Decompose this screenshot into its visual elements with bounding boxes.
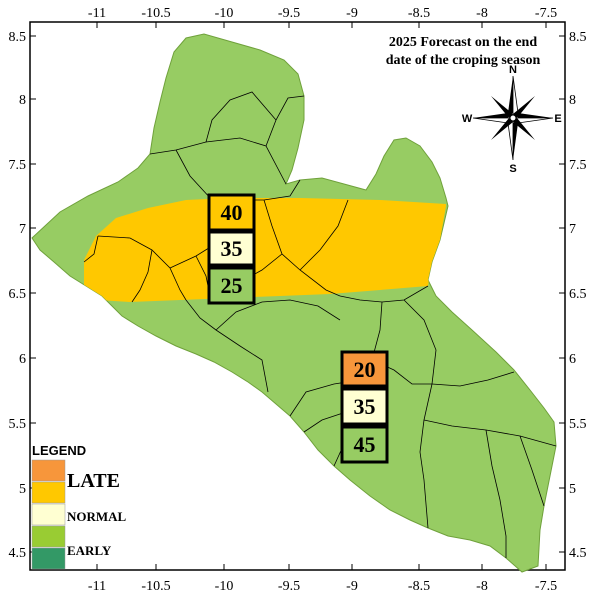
y-tick-label: 5 xyxy=(19,482,26,497)
legend-label-late: LATE xyxy=(67,470,120,492)
country-early-fill xyxy=(31,33,557,573)
normal-probability: 35 xyxy=(221,236,243,261)
x-tick-label: -8.5 xyxy=(408,6,430,21)
x-tick-label: -7.5 xyxy=(535,6,557,21)
legend-swatch-normal xyxy=(31,503,66,526)
map-frame xyxy=(29,21,566,571)
compass-north: N xyxy=(509,64,517,76)
early-probability: 45 xyxy=(354,432,376,457)
title-line-2: date of the croping season xyxy=(386,53,541,68)
x-tick-label: -8 xyxy=(476,579,488,594)
y-tick-label: 8 xyxy=(19,93,26,108)
liberia-map xyxy=(31,33,557,573)
forecast-box-southeast: 20 35 45 xyxy=(340,350,389,464)
x-axis-top: -11 -10.5 -10 -9.5 -9 -8.5 -8 -7.5 xyxy=(88,6,557,21)
late-probability: 40 xyxy=(221,200,243,225)
x-axis-bottom: -11 -10.5 -10 -9.5 -9 -8.5 -8 -7.5 xyxy=(88,579,557,594)
legend-swatch-late xyxy=(31,481,66,504)
x-tick-label: -8 xyxy=(476,6,488,21)
y-tick-label: 4.5 xyxy=(569,546,587,561)
y-tick-label: 8 xyxy=(569,93,576,108)
y-tick-label: 4.5 xyxy=(9,546,27,561)
x-tick-label: -11 xyxy=(88,579,106,594)
y-axis-left: 8.5 8 7.5 7 6.5 6 5.5 5 4.5 xyxy=(9,30,27,561)
y-tick-label: 5.5 xyxy=(9,417,27,432)
y-tick-label: 7 xyxy=(19,222,26,237)
x-tick-label: -10.5 xyxy=(141,579,170,594)
normal-probability: 35 xyxy=(354,394,376,419)
y-tick-label: 5.5 xyxy=(569,417,587,432)
y-tick-label: 6 xyxy=(569,352,576,367)
x-tick-label: -11 xyxy=(88,6,106,21)
late-probability: 20 xyxy=(354,357,376,382)
y-tick-label: 8.5 xyxy=(9,30,27,45)
late-probability-cell xyxy=(340,350,389,388)
y-tick-label: 5 xyxy=(569,482,576,497)
legend-swatch xyxy=(31,459,66,482)
legend-swatch xyxy=(31,547,66,570)
x-tick-label: -10 xyxy=(215,6,234,21)
legend-label-normal: NORMAL xyxy=(67,509,127,524)
x-tick-label: -10.5 xyxy=(141,6,170,21)
normal-probability-cell xyxy=(207,230,256,267)
legend-label-early: EARLY xyxy=(67,543,112,558)
y-tick-label: 8.5 xyxy=(569,30,587,45)
late-band xyxy=(84,198,446,302)
x-tick-label: -9 xyxy=(346,6,358,21)
y-tick-label: 7.5 xyxy=(9,158,27,173)
compass-west: W xyxy=(462,113,473,125)
x-tick-label: -9 xyxy=(346,579,358,594)
tick-marks xyxy=(30,22,565,570)
y-tick-label: 7 xyxy=(569,222,576,237)
normal-probability-cell xyxy=(340,387,389,426)
x-tick-label: -10 xyxy=(215,579,234,594)
compass-south: S xyxy=(509,163,516,175)
x-tick-label: -7.5 xyxy=(535,579,557,594)
early-probability: 25 xyxy=(221,273,243,298)
late-probability-cell xyxy=(207,193,256,232)
legend: LEGEND LATE NORMAL EARLY xyxy=(31,443,127,570)
early-probability-cell xyxy=(340,425,389,464)
x-tick-label: -9.5 xyxy=(278,579,300,594)
forecast-box-northwest: 40 35 25 xyxy=(207,193,256,305)
y-axis-right: 8.5 8 7.5 7 6.5 6 5.5 5 4.5 xyxy=(569,30,587,561)
y-tick-label: 6.5 xyxy=(9,287,27,302)
legend-title: LEGEND xyxy=(32,443,86,458)
map-title: 2025 Forecast on the end date of the cro… xyxy=(386,35,541,68)
compass-icon: N S W E xyxy=(462,64,562,175)
y-tick-label: 6 xyxy=(19,352,26,367)
compass-east: E xyxy=(554,113,561,125)
legend-swatch-early xyxy=(31,525,66,548)
x-tick-label: -8.5 xyxy=(408,579,430,594)
y-tick-label: 7.5 xyxy=(569,158,587,173)
x-tick-label: -9.5 xyxy=(278,6,300,21)
early-probability-cell xyxy=(207,266,256,305)
county-boundaries xyxy=(83,91,557,558)
title-line-1: 2025 Forecast on the end xyxy=(389,35,537,50)
y-tick-label: 6.5 xyxy=(569,287,587,302)
